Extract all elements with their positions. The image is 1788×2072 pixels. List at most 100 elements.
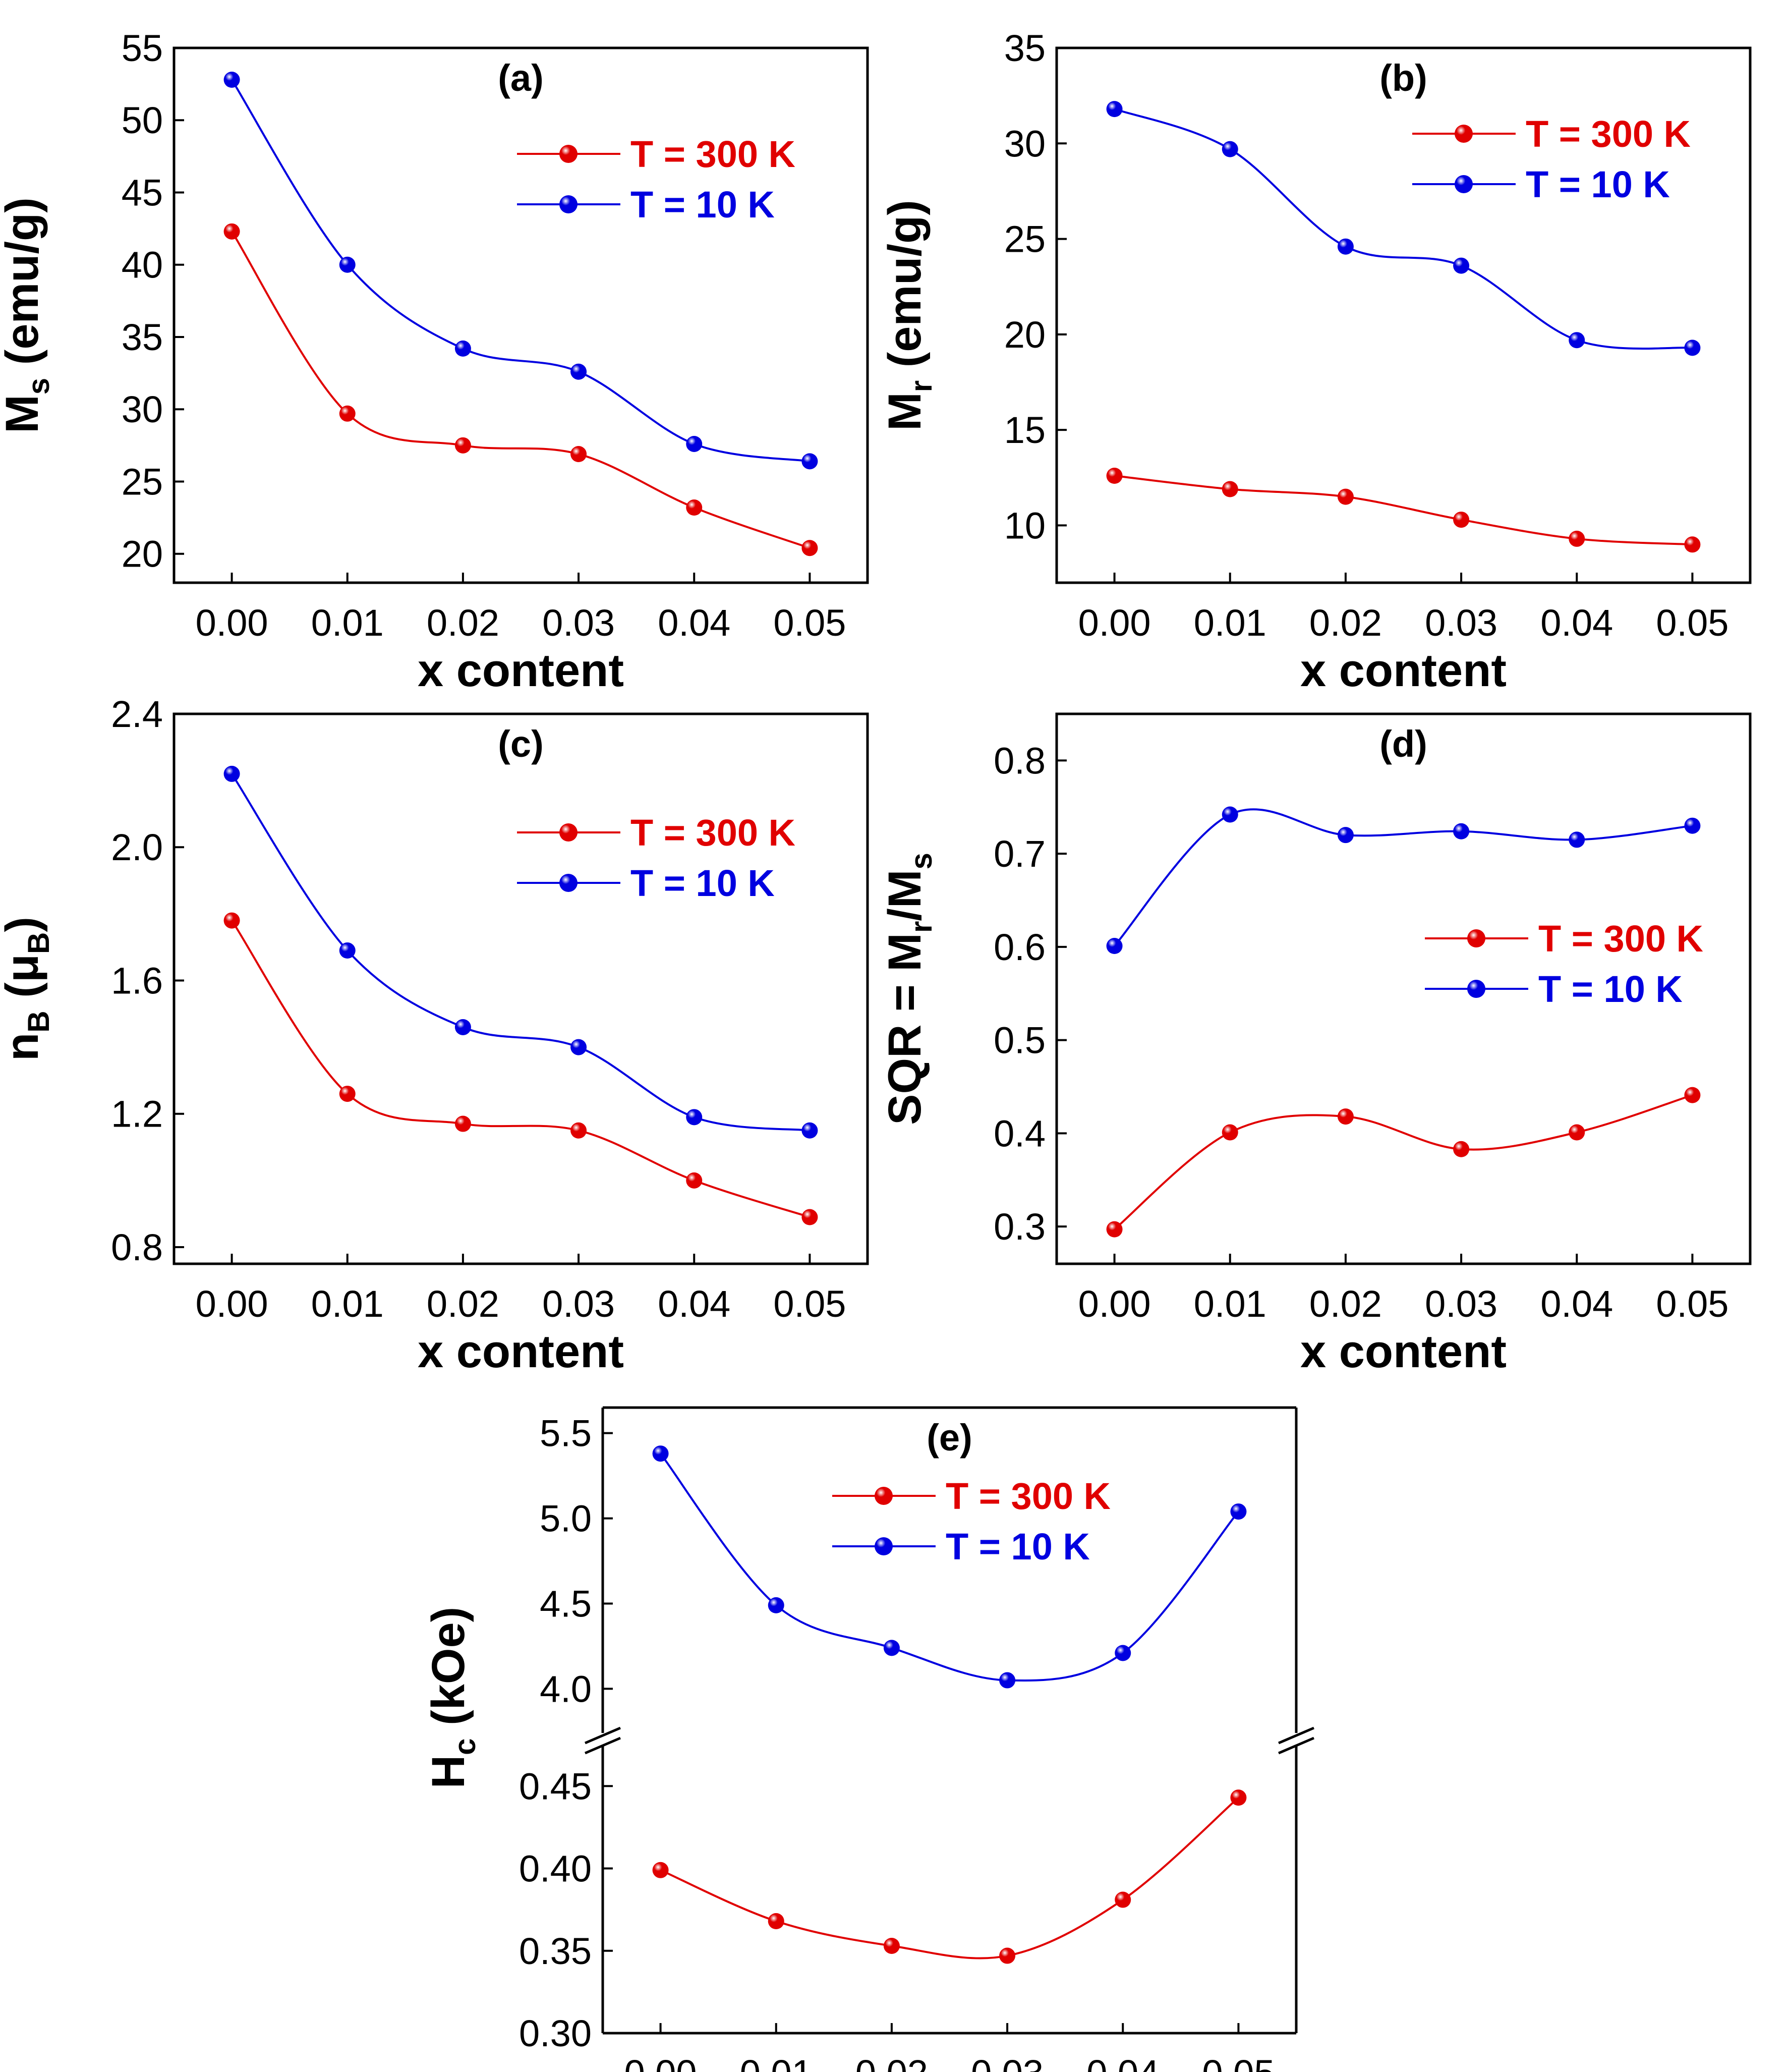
series-line-300k: [230, 920, 811, 1218]
data-point-300k: [339, 405, 356, 422]
data-point-300k: [1222, 481, 1238, 497]
y-tick-label: 40: [122, 244, 163, 286]
data-point-10k: [223, 72, 240, 88]
x-tick-label: 0.00: [196, 602, 268, 644]
x-tick-label: 0.02: [427, 602, 499, 644]
x-tick-label: 0.03: [1425, 602, 1497, 644]
panel-e: 0.00 0.01 0.02 0.03 0.04 0.05 4.0 4.5 5.0 5.5 0.30…: [519, 1406, 1314, 2072]
y-tick-label: 20: [1004, 314, 1046, 356]
legend-label-10k: T = 10 K: [1526, 163, 1670, 205]
data-point-300k: [1230, 1789, 1247, 1806]
data-point-300k: [454, 1115, 471, 1132]
data-point-10k: [999, 1672, 1016, 1689]
axis-break-mark: [585, 1726, 621, 1745]
data-point-10k: [686, 435, 703, 452]
x-tick-label: 0.02: [855, 2052, 928, 2072]
data-point-10k: [883, 1640, 900, 1656]
data-point-300k: [652, 1862, 669, 1878]
data-point-300k: [1337, 488, 1354, 505]
x-tick-label: 0.00: [1078, 602, 1151, 644]
panel-a-label: (a): [498, 57, 543, 99]
legend-marker-300k: [875, 1487, 893, 1505]
x-tick-label: 0.03: [542, 602, 615, 644]
y-tick-label: 35: [122, 316, 163, 358]
panel-d-frame: [1055, 712, 1752, 1265]
y-tick-label: 50: [122, 99, 163, 141]
data-point-300k: [570, 1122, 587, 1139]
axis-break-mark: [1278, 1737, 1314, 1755]
data-point-10k: [454, 1019, 471, 1035]
data-point-10k: [570, 1039, 587, 1055]
data-point-300k: [686, 499, 703, 516]
panel-d-label: (d): [1379, 723, 1427, 765]
panel-d: 0.00 0.01 0.02 0.03 0.04 0.05 0.3 0.4 0.5 0.6 0.7 0…: [994, 712, 1752, 1377]
series-line-10k: [1114, 108, 1693, 350]
legend-label-10k: T = 10 K: [1538, 968, 1683, 1010]
legend-marker-300k: [559, 823, 578, 842]
x-tick-label: 0.05: [773, 602, 846, 644]
x-tick-label: 0.05: [1656, 602, 1728, 644]
legend-label-10k: T = 10 K: [630, 862, 775, 904]
panel-b-label: (b): [1379, 57, 1427, 99]
data-point-300k: [339, 1086, 356, 1102]
panel-a-frame: [172, 46, 869, 584]
x-tick-label: 0.02: [1309, 1283, 1382, 1325]
y-tick-label: 45: [122, 172, 163, 213]
y-tick-label: 2.4: [111, 693, 163, 735]
x-tick-label: 0.01: [1194, 1283, 1266, 1325]
y-tick-label: 5.0: [540, 1498, 592, 1540]
y-tick-label: 0.7: [994, 833, 1046, 875]
data-point-10k: [1115, 1645, 1131, 1661]
x-tick-label: 0.05: [1656, 1283, 1728, 1325]
legend-marker-10k: [559, 874, 578, 892]
x-tick-label: 0.03: [542, 1283, 615, 1325]
x-tick-label: 0.02: [1309, 602, 1382, 644]
y-tick-label: 30: [1004, 123, 1046, 164]
x-tick-label: 0.00: [1078, 1283, 1151, 1325]
y-tick-label: 0.3: [994, 1206, 1046, 1248]
panel-c-x-axis-label: x content: [418, 1326, 624, 1377]
legend-label-10k: T = 10 K: [630, 184, 775, 226]
y-tick-label: 0.8: [994, 740, 1046, 781]
data-point-300k: [999, 1947, 1016, 1964]
panel-a-y-axis-label: Ms (emu/g): [0, 197, 55, 433]
x-tick-label: 0.05: [1202, 2052, 1275, 2072]
legend-marker-10k: [1455, 175, 1473, 193]
y-tick-label: 0.6: [994, 926, 1046, 968]
data-point-10k: [454, 340, 471, 357]
data-point-10k: [1569, 332, 1585, 349]
y-tick-label: 0.4: [994, 1112, 1046, 1154]
y-tick-label: 0.35: [519, 1930, 592, 1972]
panel-c: 0.00 0.01 0.02 0.03 0.04 0.05 0.8 1.2 1.6 2.0 2.4 x…: [111, 693, 869, 1377]
y-tick-label: 35: [1004, 27, 1046, 69]
panel-b-y-axis-label: Mr (emu/g): [879, 200, 938, 431]
data-point-10k: [1337, 238, 1354, 255]
x-tick-label: 0.04: [1540, 602, 1613, 644]
legend-marker-300k: [559, 145, 578, 163]
y-tick-label: 4.5: [540, 1583, 592, 1625]
data-point-300k: [454, 437, 471, 454]
data-point-300k: [1453, 512, 1470, 528]
data-point-300k: [801, 1209, 818, 1225]
legend-marker-300k: [1455, 125, 1473, 143]
y-tick-label: 30: [122, 388, 163, 430]
y-tick-label: 15: [1004, 409, 1046, 451]
data-point-10k: [1684, 817, 1701, 834]
data-point-300k: [1453, 1141, 1470, 1157]
panel-b: 0.00 0.01 0.02 0.03 0.04 0.05 10 15 20 25 30 35 x co…: [1004, 27, 1752, 696]
data-point-10k: [1684, 340, 1701, 356]
data-point-300k: [1684, 1087, 1701, 1103]
legend-label-300k: T = 300 K: [630, 812, 795, 854]
data-point-10k: [1569, 831, 1585, 848]
data-point-300k: [1106, 468, 1123, 484]
series-line-300k: [1114, 1094, 1693, 1230]
y-tick-label: 25: [1004, 218, 1046, 260]
data-point-300k: [223, 223, 240, 240]
panel-e-y-axis-label: Hc (kOe): [423, 1607, 482, 1789]
x-tick-label: 0.01: [740, 2052, 813, 2072]
series-line-300k: [230, 231, 811, 549]
panel-c-y-axis-label: nB (μB): [0, 917, 55, 1061]
panel-b-x-axis-label: x content: [1300, 645, 1507, 696]
data-point-300k: [1569, 1124, 1585, 1141]
